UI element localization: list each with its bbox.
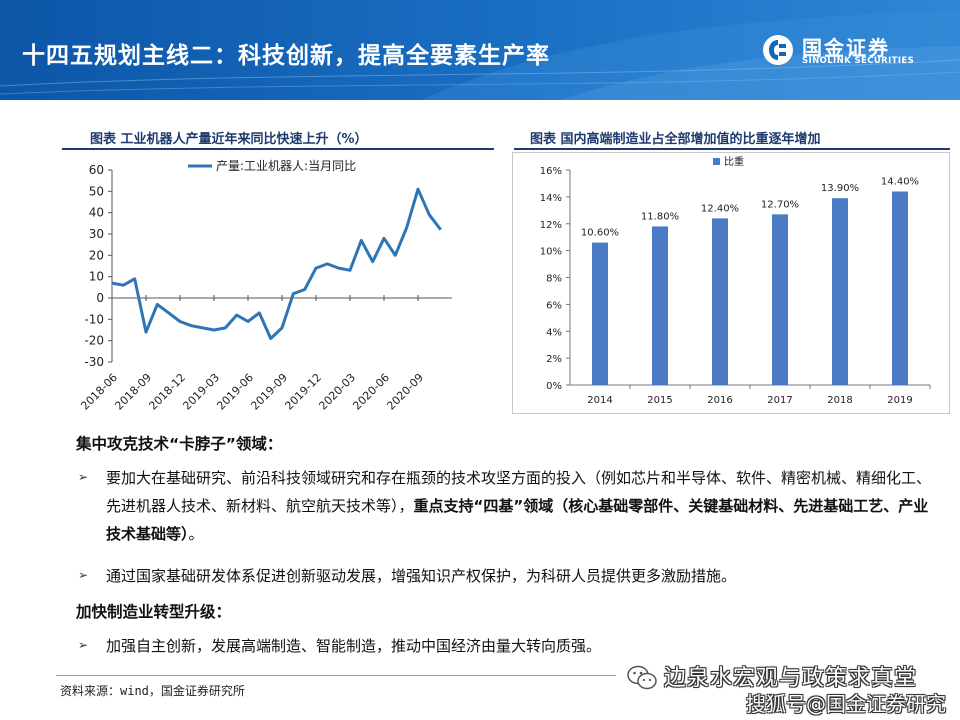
y-tick-label: 50 bbox=[89, 184, 104, 198]
bullet-arrow-icon: ➢ bbox=[78, 568, 89, 582]
x-tick-label: 2017 bbox=[767, 395, 792, 406]
x-tick-label: 2019-09 bbox=[248, 371, 290, 413]
bar-value-label: 12.70% bbox=[761, 199, 799, 210]
y-tick-label: 14% bbox=[540, 193, 562, 204]
source-note: 资料来源：wind，国金证券研究所 bbox=[60, 684, 245, 698]
right-chart-title: 图表 国内高端制造业占全部增加值的比重逐年增加 bbox=[530, 132, 821, 147]
x-tick-label: 2018 bbox=[827, 395, 852, 406]
y-tick-label: 0% bbox=[546, 381, 562, 392]
y-tick-label: 10% bbox=[540, 247, 562, 258]
y-tick-label: 0 bbox=[96, 291, 104, 305]
x-tick-label: 2015 bbox=[647, 395, 672, 406]
y-tick-label: 60 bbox=[89, 163, 104, 177]
watermark-account: 边泉水宏观与政策求真堂 bbox=[664, 666, 918, 691]
bar-2015 bbox=[652, 226, 668, 385]
bullet-investment-text: 要加大在基础研究、前沿科技领域研究和存在瓶颈的技术攻坚方面的投入（例如芯片和半导… bbox=[106, 469, 932, 515]
x-tick-label: 2019-06 bbox=[214, 371, 256, 413]
bullet-investment-bold: 重点支持“四基”领域（核心基础零部件、关键基础材料、先进基础工艺、产业技术基础等… bbox=[106, 497, 929, 543]
bullet-arrow-icon: ➢ bbox=[78, 470, 89, 484]
y-tick-label: 4% bbox=[546, 327, 562, 338]
right-chart-frame bbox=[512, 152, 950, 414]
y-tick-label: 2% bbox=[546, 354, 562, 365]
slide-title: 十四五规划主线二：科技创新，提高全要素生产率 bbox=[22, 43, 550, 69]
bar-value-label: 14.40% bbox=[881, 177, 919, 188]
x-tick-label: 2018-12 bbox=[146, 371, 188, 413]
y-tick-label: 40 bbox=[89, 206, 104, 220]
x-tick-label: 2020-03 bbox=[316, 371, 358, 413]
y-tick-label: -10 bbox=[84, 312, 104, 326]
bullet-innovation: 加强自主创新，发展高端制造、智能制造，推动中国经济由量大转向质强。 bbox=[106, 637, 602, 655]
y-tick-label: 10 bbox=[89, 270, 104, 284]
right-chart-title-rule bbox=[514, 148, 950, 150]
brand-name-cn: 国金证券 bbox=[802, 36, 890, 60]
bar-2018 bbox=[832, 198, 848, 385]
series-line-robot-output bbox=[111, 187, 442, 340]
bar-2019 bbox=[892, 191, 908, 385]
x-tick-label: 2019-12 bbox=[282, 371, 324, 413]
x-tick-label: 2014 bbox=[587, 395, 612, 406]
bullet-rnd-system: 通过国家基础研发体系促进创新驱动发展，增强知识产权保护，为科研人员提供更多激励措… bbox=[106, 567, 737, 585]
bar-value-label: 10.60% bbox=[581, 228, 619, 239]
bar-2016 bbox=[712, 218, 728, 385]
x-tick-label: 2020-06 bbox=[350, 371, 392, 413]
y-tick-label: 16% bbox=[540, 166, 562, 177]
bullet-arrow-icon: ➢ bbox=[78, 638, 89, 652]
brand-logo: 国金证券 SINOLINK SECURITIES bbox=[762, 30, 952, 70]
x-tick-label: 2016 bbox=[707, 395, 732, 406]
y-tick-label: 12% bbox=[540, 220, 562, 231]
legend-label: 产量:工业机器人:当月同比 bbox=[216, 159, 356, 173]
high-end-manufacturing-bar-chart: 16% 14% 12% 10% 8% 6% 4% 2% 0% 10.60% 2014 11.80% 20… bbox=[540, 155, 931, 406]
left-chart-title: 图表 工业机器人产量近年来同比快速上升（%） bbox=[90, 132, 368, 147]
robot-output-line-chart: 60 50 40 30 20 10 0 -10 -20 -30 2018-062018-092018… bbox=[78, 159, 452, 413]
y-tick-label: 8% bbox=[546, 274, 562, 285]
bullet-investment: 要加大在基础研究、前沿科技领域研究和存在瓶颈的技术攻坚方面的投入（例如芯片和半导… bbox=[106, 464, 942, 548]
y-tick-label: 20 bbox=[89, 248, 104, 262]
bar-2014 bbox=[592, 242, 608, 385]
sinolink-logo-icon bbox=[763, 35, 793, 65]
legend-label: 比重 bbox=[724, 155, 744, 168]
bar-value-label: 11.80% bbox=[641, 211, 679, 222]
header-banner: 十四五规划主线二：科技创新，提高全要素生产率 国金证券 SINOLINK SEC… bbox=[0, 0, 960, 100]
x-tick-label: 2019-03 bbox=[180, 371, 222, 413]
bar-value-label: 13.90% bbox=[821, 183, 859, 194]
bar-value-label: 12.40% bbox=[701, 203, 739, 214]
left-chart-title-rule bbox=[62, 148, 494, 150]
x-tick-label: 2018-06 bbox=[78, 371, 120, 413]
x-tick-label: 2020-09 bbox=[384, 371, 426, 413]
y-tick-label: 30 bbox=[89, 227, 104, 241]
y-tick-label: 6% bbox=[546, 300, 562, 311]
section-heading-tech: 集中攻克技术“卡脖子”领域： bbox=[76, 435, 283, 453]
legend-swatch bbox=[713, 158, 720, 165]
watermark-sohu: 搜狐号@国金证券研究 bbox=[746, 692, 946, 716]
y-tick-label: -30 bbox=[84, 355, 104, 369]
bullet-investment-tail: 。 bbox=[188, 525, 204, 543]
x-tick-label: 2018-09 bbox=[112, 371, 154, 413]
footer-divider bbox=[56, 675, 616, 676]
x-tick-label: 2019 bbox=[887, 395, 912, 406]
banner-wave-decoration bbox=[0, 10, 960, 100]
brand-name-en: SINOLINK SECURITIES bbox=[802, 56, 915, 66]
bar-2017 bbox=[772, 214, 788, 385]
section-heading-manufacturing: 加快制造业转型升级： bbox=[76, 603, 232, 621]
wechat-icon bbox=[627, 665, 657, 690]
y-tick-label: -20 bbox=[84, 334, 104, 348]
